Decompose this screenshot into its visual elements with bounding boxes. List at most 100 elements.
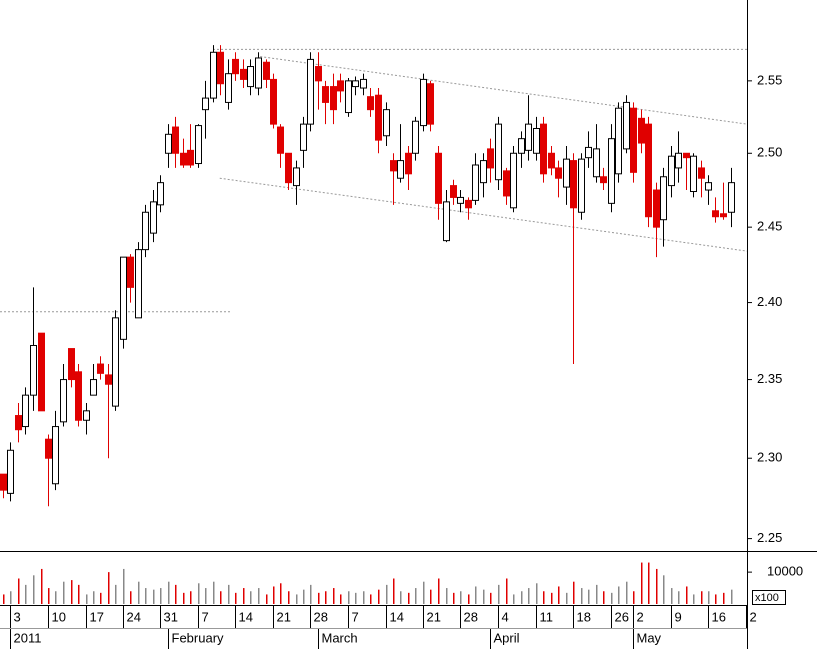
volume-bar <box>235 592 237 604</box>
x-tick-label: 10 <box>52 609 66 624</box>
candle-body <box>383 109 390 137</box>
volume-bar <box>671 588 673 604</box>
candle-body <box>315 66 322 82</box>
candle-body <box>30 344 37 396</box>
volume-bar <box>348 591 350 604</box>
volume-bar <box>551 592 553 604</box>
volume-bar <box>483 589 485 604</box>
candle-body <box>247 66 254 88</box>
volume-bar <box>603 591 605 604</box>
volume-bar <box>415 588 417 604</box>
candle-body <box>187 149 194 166</box>
candle-body <box>427 83 434 125</box>
candle-body <box>593 148 600 178</box>
trendline <box>219 177 748 252</box>
volume-bar <box>596 584 598 604</box>
candle-body <box>150 201 157 234</box>
volume-bar <box>355 592 357 604</box>
y-tick-label: 2.40 <box>757 294 782 309</box>
volume-bar <box>33 575 35 604</box>
volume-bar <box>205 588 207 604</box>
candle-body <box>668 155 675 187</box>
candle-body <box>360 78 367 89</box>
candle-body <box>172 126 179 154</box>
candle-body <box>518 138 525 154</box>
month-label: April <box>494 630 520 645</box>
volume-bar <box>138 581 140 604</box>
volume-bar <box>656 568 658 604</box>
volume-bar <box>460 591 462 604</box>
candle-body <box>420 78 427 127</box>
candle-body <box>270 78 277 125</box>
volume-bar <box>78 584 80 604</box>
candle-body <box>510 152 517 209</box>
y-tick-label: 2.55 <box>757 72 782 87</box>
candle-body <box>660 176 667 221</box>
volume-bar <box>611 592 613 604</box>
volume-bar <box>641 562 643 604</box>
volume-bar <box>220 591 222 604</box>
volume-bar <box>618 586 620 604</box>
volume-bar <box>521 591 523 604</box>
candle-body <box>90 379 97 396</box>
volume-bar <box>243 588 245 604</box>
candle-body <box>435 152 442 204</box>
x-tick-label: 21 <box>427 609 441 624</box>
volume-bar <box>543 591 545 604</box>
volume-bar <box>3 594 5 604</box>
candle-body <box>255 57 262 89</box>
volume-bar <box>100 592 102 604</box>
volume-bar <box>528 588 530 604</box>
candle-body <box>495 123 502 181</box>
volume-bar <box>588 589 590 604</box>
candle-body <box>15 415 22 431</box>
candle-body <box>112 317 119 407</box>
candle-body <box>375 94 382 141</box>
candle-body <box>210 51 217 99</box>
volume-tick-label: 10000 <box>767 564 803 579</box>
candle-body <box>653 189 660 228</box>
x-tick-label: 2 <box>750 609 757 624</box>
volume-bar <box>280 583 282 604</box>
candle-body <box>675 152 682 169</box>
volume-bar <box>333 588 335 604</box>
candle-body <box>645 123 652 218</box>
volume-bar <box>303 589 305 604</box>
volume-bar <box>318 592 320 604</box>
x-tick-label: 4 <box>502 609 509 624</box>
x-tick-label: 28 <box>314 609 328 624</box>
candle-body <box>450 185 457 198</box>
candle-body <box>630 107 637 173</box>
candle-body <box>728 182 735 213</box>
candle-body <box>60 379 67 423</box>
y-tick-label: 2.35 <box>757 371 782 386</box>
candle-body <box>585 146 592 159</box>
candle-body <box>263 61 270 80</box>
candle-body <box>142 211 149 251</box>
candle-body <box>352 80 359 88</box>
volume-bar <box>393 578 395 604</box>
y-tick-label: 2.30 <box>757 450 782 465</box>
volume-bar <box>296 594 298 604</box>
x-tick-label: 26 <box>615 609 629 624</box>
candle-body <box>180 152 187 166</box>
volume-bar <box>446 588 448 604</box>
volume-bar <box>41 568 43 604</box>
volume-bar <box>310 584 312 604</box>
volume-bar <box>130 591 132 604</box>
candle-body <box>285 152 292 184</box>
y-tick-label: 2.25 <box>757 530 782 545</box>
candle-body <box>472 164 479 201</box>
y-tick-label: 2.45 <box>757 219 782 234</box>
candle-body <box>690 155 697 193</box>
candle-body <box>578 158 585 213</box>
volume-bar <box>723 592 725 604</box>
volume-bar <box>183 592 185 604</box>
candle-body <box>202 97 209 111</box>
candle-body <box>135 249 142 319</box>
candle-body <box>712 210 719 218</box>
candle-body <box>503 170 510 197</box>
x-tick-label: 28 <box>464 609 478 624</box>
volume-bar <box>228 584 230 604</box>
volume-bar <box>213 581 215 604</box>
